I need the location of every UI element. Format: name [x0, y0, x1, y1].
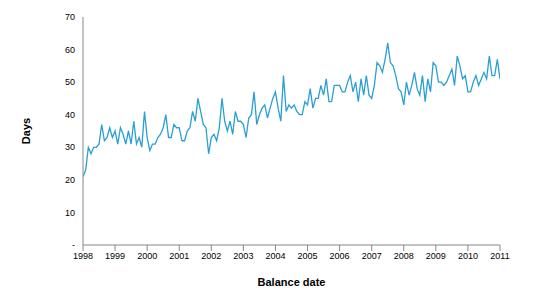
svg-text:Balance date: Balance date — [258, 276, 326, 288]
svg-text:10: 10 — [65, 208, 75, 218]
svg-text:2004: 2004 — [265, 251, 285, 261]
svg-text:2005: 2005 — [298, 251, 318, 261]
svg-text:2008: 2008 — [394, 251, 414, 261]
svg-text:30: 30 — [65, 142, 75, 152]
svg-text:2009: 2009 — [426, 251, 446, 261]
svg-text:2001: 2001 — [169, 251, 189, 261]
svg-text:60: 60 — [65, 45, 75, 55]
svg-text:1998: 1998 — [73, 251, 93, 261]
svg-text:Days: Days — [20, 118, 32, 144]
svg-text:2007: 2007 — [362, 251, 382, 261]
svg-text:40: 40 — [65, 110, 75, 120]
svg-text:2011: 2011 — [490, 251, 509, 261]
svg-text:2006: 2006 — [330, 251, 350, 261]
svg-text:-: - — [72, 240, 75, 250]
svg-text:2000: 2000 — [137, 251, 157, 261]
svg-text:20: 20 — [65, 175, 75, 185]
svg-text:70: 70 — [65, 12, 75, 22]
svg-text:50: 50 — [65, 77, 75, 87]
svg-text:2003: 2003 — [233, 251, 253, 261]
svg-text:1999: 1999 — [105, 251, 125, 261]
svg-text:2002: 2002 — [201, 251, 221, 261]
svg-text:2010: 2010 — [458, 251, 478, 261]
